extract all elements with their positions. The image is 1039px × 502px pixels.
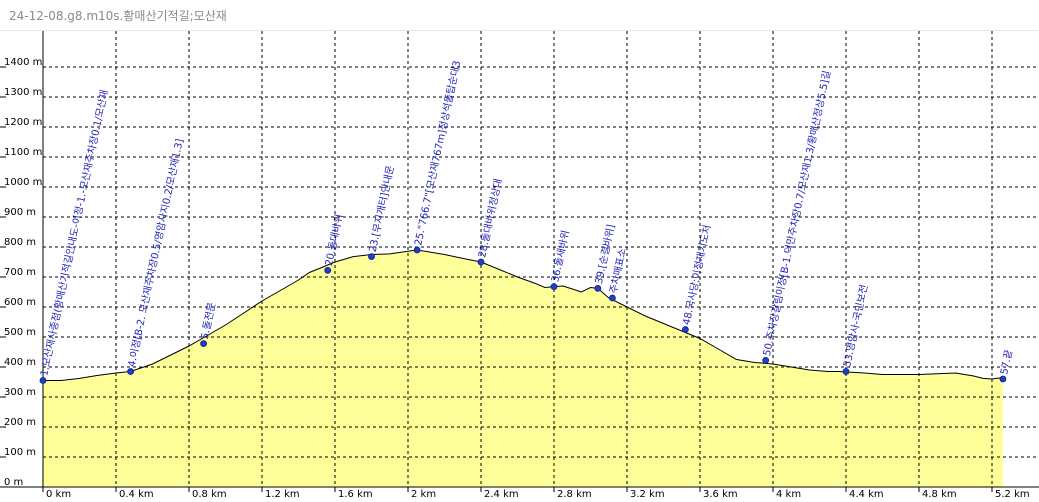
y-tick-label: 600 m (4, 297, 36, 308)
y-tick-label: 1300 m (4, 87, 42, 98)
y-tick-labels: 0 m 100 m 200 m 300 m 400 m 500 m 600 m 700 m 80… (4, 57, 42, 488)
x-tick-label: 4.8 km (922, 489, 957, 500)
x-tick-label: 1.2 km (265, 489, 300, 500)
x-tick-label: 3.2 km (630, 489, 665, 500)
elevation-line (43, 249, 1003, 381)
title-bar: 24-12-08.g8.m10s.황매산기적길;모산재 (0, 0, 1039, 31)
waypoint-marker (550, 283, 558, 291)
y-tick-label: 200 m (4, 417, 36, 428)
waypoint-label: 57.끝 (998, 349, 1015, 376)
waypoint-marker (477, 258, 485, 266)
y-tick-label: 800 m (4, 237, 36, 248)
waypoint-marker (594, 284, 602, 292)
y-tick-label: 900 m (4, 207, 36, 218)
y-tick-label: 1000 m (4, 177, 42, 188)
waypoint-marker (682, 326, 689, 333)
x-tick-label: 2.8 km (557, 489, 592, 500)
x-tick-label: 0.8 km (192, 489, 227, 500)
waypoint-marker (413, 246, 421, 254)
window-title: 24-12-08.g8.m10s.황매산기적길;모산재 (9, 9, 227, 23)
x-tick-label: 4 km (776, 489, 801, 500)
y-tick-label: 100 m (4, 447, 36, 458)
waypoint-marker (127, 368, 135, 375)
x-tick-label: 3.6 km (703, 489, 738, 500)
grid-overlay (43, 31, 1039, 487)
y-tick-label: 700 m (4, 267, 36, 278)
waypoint-marker (200, 340, 208, 348)
waypoint-marker (762, 356, 770, 364)
y-tick-label: 1100 m (4, 147, 42, 158)
x-tick-label: 2 km (411, 489, 436, 500)
x-tick-label: 2.4 km (484, 489, 519, 500)
x-tick-label: 4.4 km (849, 489, 884, 500)
y-tick-label: 300 m (4, 387, 36, 398)
y-tick-label: 1200 m (4, 117, 42, 128)
x-tick-labels: 0 km 0.4 km 0.8 km 1.2 km 1.6 km 2 km 2.4 km 2.… (46, 489, 1030, 500)
waypoint-marker (39, 377, 47, 384)
x-tick-label: 5.2 km (995, 489, 1030, 500)
axes (0, 31, 1039, 492)
y-tick-label: 0 m (4, 477, 23, 488)
x-tick-label: 0 km (46, 489, 71, 500)
waypoint-marker (368, 253, 375, 261)
elevation-area (43, 250, 1003, 487)
y-tick-label: 500 m (4, 327, 36, 338)
y-tick-label: 400 m (4, 357, 36, 368)
waypoint-marker (324, 266, 332, 274)
y-tick-label: 1400 m (4, 57, 42, 68)
x-tick-label: 0.4 km (119, 489, 154, 500)
waypoint-marker (609, 294, 616, 302)
waypoint-marker (999, 375, 1007, 383)
x-tick-label: 1.6 km (338, 489, 373, 500)
waypoint-marker (842, 368, 850, 375)
